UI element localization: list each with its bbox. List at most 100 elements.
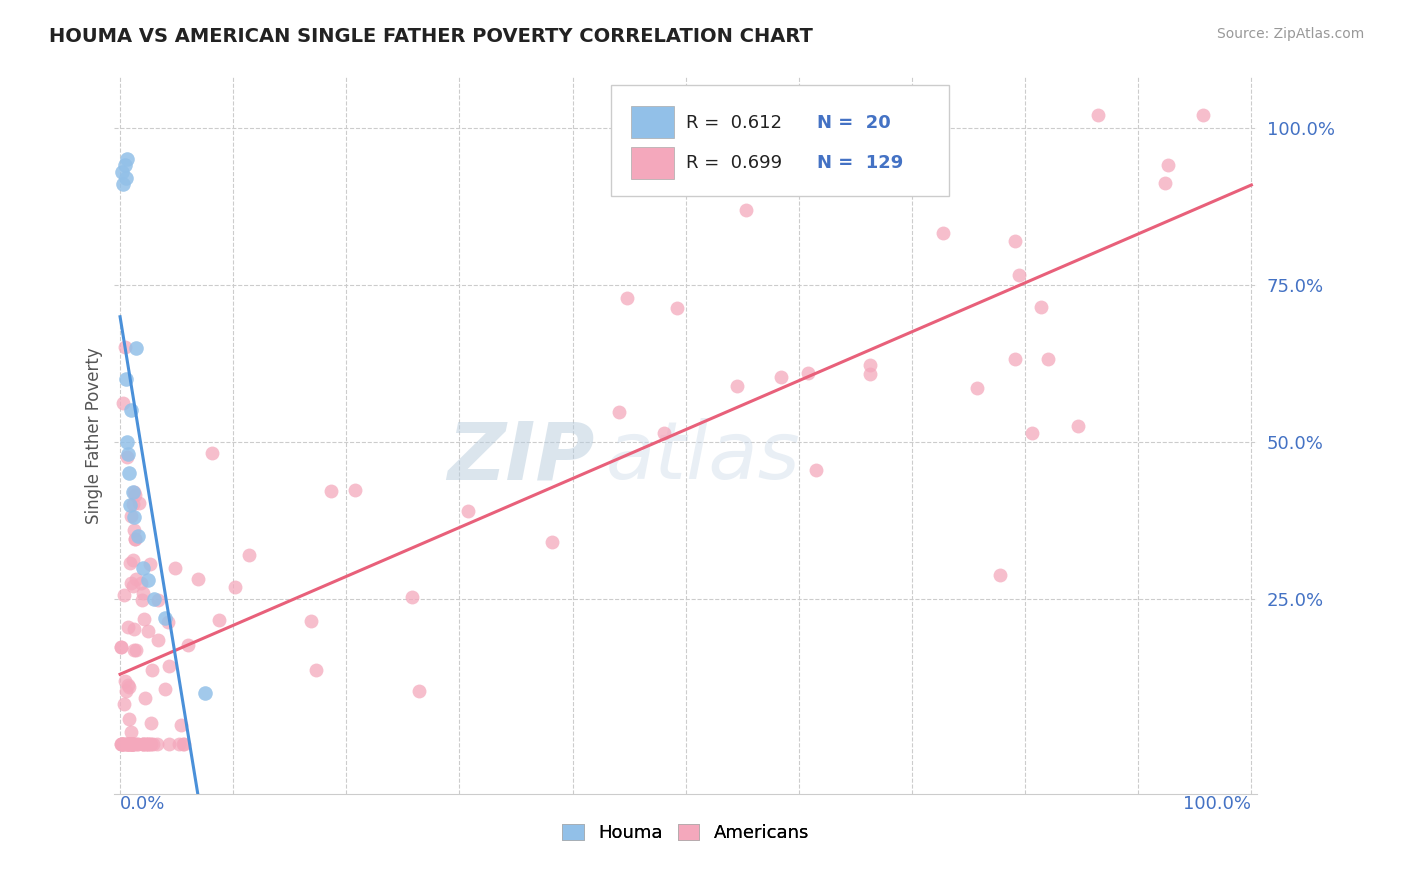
Point: [170, 717, 193, 731]
Point: [122, 737, 145, 751]
Point: [125, 341, 148, 355]
Point: [111, 737, 134, 751]
Point: [118, 737, 141, 751]
Point: [127, 737, 149, 751]
Point: [112, 178, 135, 192]
Text: atlas: atlas: [606, 418, 800, 496]
Point: [142, 737, 165, 751]
Point: [148, 633, 170, 648]
Legend: Houma, Americans: Houma, Americans: [555, 816, 817, 849]
Point: [122, 523, 145, 537]
Point: [135, 737, 157, 751]
Point: [120, 498, 142, 512]
Point: [177, 639, 200, 653]
Point: [1067, 418, 1090, 433]
Point: [110, 737, 132, 751]
Text: R =  0.699: R = 0.699: [686, 154, 782, 172]
Text: HOUMA VS AMERICAN SINGLE FATHER POVERTY CORRELATION CHART: HOUMA VS AMERICAN SINGLE FATHER POVERTY …: [49, 27, 813, 45]
Text: Source: ZipAtlas.com: Source: ZipAtlas.com: [1216, 27, 1364, 41]
FancyBboxPatch shape: [631, 147, 675, 179]
Text: R =  0.612: R = 0.612: [686, 113, 782, 132]
Point: [117, 737, 139, 751]
Point: [120, 737, 142, 751]
Point: [114, 737, 136, 751]
Point: [129, 575, 152, 590]
Point: [607, 405, 630, 419]
Point: [114, 673, 136, 688]
Point: [118, 737, 141, 751]
Point: [194, 686, 217, 700]
Point: [146, 737, 169, 751]
Point: [110, 737, 132, 751]
Point: [121, 737, 143, 751]
Point: [1153, 176, 1175, 190]
Point: [122, 553, 145, 567]
Point: [112, 588, 135, 602]
Point: [112, 697, 135, 711]
Point: [122, 485, 145, 500]
Point: [121, 737, 143, 751]
Point: [966, 381, 988, 395]
Point: [163, 561, 186, 575]
Point: [157, 615, 180, 629]
Text: 0.0%: 0.0%: [120, 795, 166, 813]
Point: [224, 580, 246, 594]
Point: [146, 593, 169, 607]
Point: [859, 359, 882, 373]
Point: [305, 663, 328, 677]
Point: [124, 532, 146, 546]
Point: [187, 572, 209, 586]
Point: [111, 737, 134, 751]
Point: [115, 152, 138, 166]
Point: [117, 681, 139, 695]
Point: [121, 579, 143, 593]
Point: [172, 737, 194, 751]
Point: [110, 640, 132, 655]
Point: [932, 226, 955, 240]
Point: [804, 463, 827, 477]
Point: [121, 485, 143, 500]
Point: [121, 737, 143, 751]
Point: [117, 678, 139, 692]
Point: [128, 496, 150, 510]
Point: [616, 291, 638, 305]
Point: [117, 620, 139, 634]
Point: [125, 572, 148, 586]
Point: [157, 737, 180, 751]
Text: N =  129: N = 129: [817, 154, 904, 172]
Point: [114, 372, 136, 386]
Point: [124, 737, 146, 751]
Point: [321, 484, 343, 499]
Point: [114, 171, 136, 186]
Point: [118, 712, 141, 726]
Point: [139, 715, 162, 730]
FancyBboxPatch shape: [631, 106, 675, 138]
Point: [120, 724, 142, 739]
Point: [122, 510, 145, 524]
Point: [797, 367, 820, 381]
Point: [457, 504, 479, 518]
Point: [121, 737, 143, 751]
Point: [541, 534, 564, 549]
Point: [131, 737, 153, 751]
Point: [115, 737, 138, 751]
Point: [120, 737, 142, 751]
Point: [1087, 108, 1109, 122]
Point: [136, 737, 159, 751]
Point: [121, 497, 143, 511]
Point: [127, 529, 149, 543]
Point: [770, 370, 793, 384]
Point: [1004, 352, 1026, 367]
Point: [208, 613, 231, 627]
Point: [666, 301, 689, 316]
Point: [136, 737, 159, 751]
Text: N =  20: N = 20: [817, 113, 891, 132]
Point: [1008, 268, 1031, 282]
Point: [408, 684, 430, 698]
Point: [1004, 234, 1026, 248]
Point: [735, 202, 758, 217]
Point: [115, 434, 138, 449]
Point: [117, 737, 139, 751]
Point: [138, 573, 160, 587]
Point: [125, 643, 148, 657]
